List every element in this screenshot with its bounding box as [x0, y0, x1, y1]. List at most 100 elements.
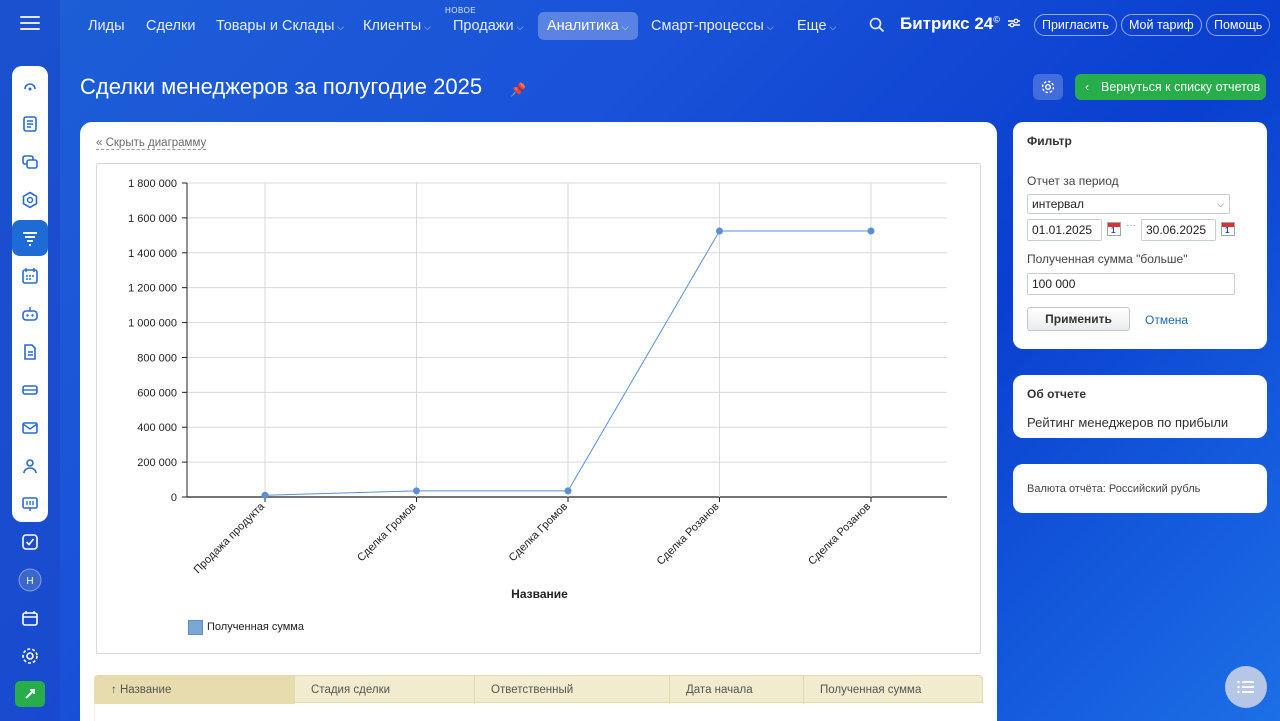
table-row [94, 703, 983, 721]
calendar-icon[interactable] [12, 258, 48, 294]
chevron-down-icon: ⌵ [621, 22, 629, 32]
chevron-down-icon: ⌵ [516, 22, 524, 32]
x-tick-label: Сделка Розанов [806, 501, 873, 568]
y-tick-label: 1 400 000 [128, 248, 177, 260]
funnel-icon[interactable] [12, 220, 48, 256]
feed-icon[interactable] [12, 68, 48, 104]
hide-chart-link[interactable]: « Скрыть диаграмму [96, 137, 207, 150]
y-tick-label: 800 000 [137, 352, 177, 364]
column-header-start-date[interactable]: Дата начала [670, 676, 804, 704]
currency-text: Валюта отчёта: Российский рубль [1027, 483, 1201, 495]
date-to-input[interactable]: 30.06.2025 [1141, 219, 1216, 241]
sum-label: Полученная сумма "больше" [1027, 252, 1188, 266]
date-from-input[interactable]: 01.01.2025 [1027, 219, 1102, 241]
y-tick-label: 1 000 000 [128, 318, 177, 330]
tasks-list-icon[interactable] [12, 106, 48, 142]
x-tick-label: Сделка Громов [507, 501, 571, 565]
settings-button[interactable] [1033, 74, 1063, 100]
nav-leads[interactable]: Лиды [88, 18, 125, 34]
nav-smart-processes[interactable]: Смарт-процессы ⌵ [651, 18, 774, 34]
table-header: ↑ Название Стадия сделки Ответственный Д… [94, 675, 983, 704]
x-tick-label: Сделка Громов [355, 501, 419, 565]
about-text: Рейтинг менеджеров по прибыли [1027, 415, 1229, 430]
chevron-down-icon: ⌵ [766, 22, 774, 32]
gear-icon [1041, 80, 1055, 94]
nav-sales[interactable]: НОВОЕ Продажи ⌵ [445, 6, 524, 34]
employees-icon[interactable] [12, 448, 48, 484]
nav-deals[interactable]: Сделки [146, 18, 196, 34]
currency-card: Валюта отчёта: Российский рубль [1013, 464, 1267, 513]
sliders-icon [1007, 18, 1020, 28]
chevron-down-icon: ⌵ [829, 22, 837, 32]
apply-button[interactable]: Применить [1027, 307, 1130, 331]
about-card: Об отчете Рейтинг менеджеров по прибыли [1013, 375, 1267, 438]
pin-icon[interactable]: 📌 [510, 82, 527, 97]
board-icon[interactable] [12, 486, 48, 522]
left-sidebar: Н [0, 0, 60, 721]
cancel-link[interactable]: Отмена [1145, 313, 1189, 327]
sum-input[interactable]: 100 000 [1027, 273, 1235, 295]
mail-icon[interactable] [12, 410, 48, 446]
sidebar-panel [12, 66, 48, 522]
search-icon[interactable] [869, 17, 885, 38]
period-select[interactable]: интервал ⌵ [1027, 194, 1230, 214]
chevron-left-icon: ‹ [1085, 80, 1089, 94]
data-point [261, 491, 269, 499]
y-tick-label: 1 200 000 [128, 283, 177, 295]
nav-more[interactable]: Еще ⌵ [797, 18, 837, 34]
data-point [564, 487, 572, 495]
nav-clients[interactable]: Клиенты ⌵ [363, 18, 431, 34]
y-tick-label: 400 000 [137, 422, 177, 434]
back-to-reports-button[interactable]: ‹ Вернуться к списку отчетов [1075, 74, 1266, 100]
column-header-name[interactable]: ↑ Название [95, 676, 295, 704]
storage-icon[interactable] [12, 372, 48, 408]
filter-title: Фильтр [1027, 134, 1072, 148]
nav-analytics[interactable]: Аналитика ⌵ [538, 12, 638, 40]
column-header-responsible[interactable]: Ответственный [475, 676, 670, 704]
schedule-icon[interactable] [12, 600, 48, 636]
date-separator: ··· [1126, 220, 1136, 231]
y-tick-label: 1 800 000 [128, 178, 177, 190]
about-title: Об отчете [1027, 387, 1087, 401]
chart-x-axis-label: Название [511, 587, 568, 601]
y-tick-label: 0 [171, 492, 177, 504]
legend-label: Полученная сумма [207, 621, 304, 633]
chevron-down-icon: ⌵ [1217, 199, 1224, 209]
hexagon-icon[interactable] [12, 182, 48, 218]
menu-list-button[interactable] [1225, 666, 1267, 708]
column-header-stage[interactable]: Стадия сделки [295, 676, 475, 704]
brand-logo[interactable]: Битрикс 24© [900, 14, 1021, 34]
report-card: « Скрыть диаграмму 0 200 000 400 000 600 00… [80, 122, 997, 721]
tariff-button[interactable]: Мой тариф [1121, 14, 1202, 36]
legend-swatch [188, 620, 203, 635]
data-point [716, 227, 723, 235]
line-chart: 0 200 000 400 000 600 000 800 000 1 000 000 1 … [128, 178, 947, 576]
menu-icon[interactable] [20, 16, 40, 32]
chevron-down-icon: ⌵ [424, 22, 431, 32]
checkbox-icon[interactable] [12, 524, 48, 560]
nav-products[interactable]: Товары и Склады ⌵ [216, 18, 345, 34]
robot-icon[interactable] [12, 296, 48, 332]
svg-text:Н: Н [26, 576, 33, 587]
new-badge: НОВОЕ [445, 6, 477, 15]
column-header-amount[interactable]: Полученная сумма [820, 684, 922, 696]
calendar-icon[interactable] [1221, 222, 1235, 236]
chat-icon[interactable] [12, 144, 48, 180]
x-tick-label: Сделка Розанов [655, 501, 722, 568]
chevron-down-icon: ⌵ [337, 22, 345, 32]
period-label: Отчет за период [1027, 174, 1119, 188]
x-tick-label: Продажа продукта [192, 500, 268, 576]
settings-icon[interactable] [12, 638, 48, 674]
calendar-icon[interactable] [1107, 222, 1121, 236]
filter-card: Фильтр Отчет за период интервал ⌵ 01.01.2… [1013, 122, 1267, 349]
invite-button[interactable]: Пригласить [1034, 14, 1117, 36]
document-icon[interactable] [12, 334, 48, 370]
y-tick-label: 200 000 [137, 457, 177, 469]
sort-arrow-icon: ↑ [111, 684, 117, 696]
data-point [867, 227, 875, 235]
help-button[interactable]: Помощь [1206, 14, 1271, 36]
avatar[interactable]: Н [12, 562, 48, 598]
y-tick-label: 600 000 [137, 387, 177, 399]
list-icon [1237, 680, 1254, 694]
rocket-icon[interactable] [12, 676, 48, 712]
